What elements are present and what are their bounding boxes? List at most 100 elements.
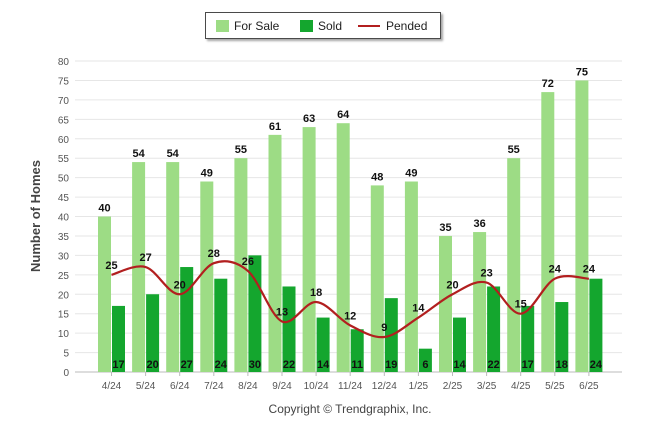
for-sale-bar: [370, 185, 384, 372]
y-tick-label: 0: [63, 368, 69, 379]
x-tick-label: 5/24: [136, 381, 156, 392]
for-sale-bar: [302, 127, 316, 373]
y-tick-label: 10: [58, 329, 70, 340]
sold-bar: [589, 278, 603, 372]
y-tick-label: 40: [58, 213, 70, 224]
y-tick-label: 70: [58, 96, 70, 107]
for-sale-value-label: 49: [201, 168, 213, 180]
legend-item-pended[interactable]: Pended: [358, 18, 438, 34]
for-sale-bar: [200, 181, 214, 372]
for-sale-value-label: 36: [473, 218, 485, 230]
for-sale-value-label: 55: [235, 144, 247, 156]
sold-bar: [487, 286, 501, 372]
sold-bar: [282, 286, 296, 372]
for-sale-bar: [473, 232, 487, 372]
x-tick-label: 2/25: [443, 381, 463, 392]
pended-value-label: 20: [174, 279, 186, 291]
sold-value-label: 27: [181, 359, 193, 371]
y-tick-label: 5: [63, 349, 69, 360]
legend-label-sold: Sold: [318, 19, 343, 33]
for-sale-value-label: 54: [132, 148, 145, 160]
pended-value-label: 13: [276, 306, 288, 318]
y-tick-label: 65: [58, 115, 70, 126]
sold-value-label: 30: [249, 359, 261, 371]
for-sale-bar: [439, 235, 452, 372]
sold-value-label: 24: [590, 359, 603, 371]
pended-value-label: 28: [208, 248, 220, 260]
for-sale-value-label: 54: [167, 148, 180, 160]
sold-value-label: 18: [556, 359, 568, 371]
for-sale-bar: [336, 123, 350, 372]
y-axis-ticks: 0 5 10 15 20 25 30 35 40 45 50 55 60 65 70 75 80: [58, 57, 70, 379]
x-tick-label: 1/25: [409, 381, 429, 392]
bars-layer: [98, 80, 603, 373]
x-tick-label: 11/24: [338, 381, 363, 392]
y-axis-title: Number of Homes: [28, 160, 43, 272]
x-tick-label: 10/24: [304, 381, 329, 392]
pended-value-label: 14: [412, 303, 425, 315]
sold-value-label: 17: [522, 359, 534, 371]
for-sale-bar: [507, 158, 521, 372]
y-tick-label: 80: [58, 57, 70, 68]
sold-bar: [214, 278, 228, 372]
for-sale-value-label: 75: [576, 66, 588, 78]
y-tick-label: 20: [58, 290, 70, 301]
pended-value-label: 27: [139, 252, 151, 264]
sold-swatch-icon: [300, 20, 313, 32]
sold-value-label: 11: [351, 359, 363, 371]
pended-line-layer: [111, 260, 589, 339]
y-tick-label: 25: [58, 271, 70, 282]
for-sale-value-label: 64: [337, 109, 350, 121]
for-sale-swatch-icon: [216, 20, 229, 32]
for-sale-bar: [268, 134, 282, 372]
x-tick-label: 9/24: [272, 381, 292, 392]
for-sale-value-label: 61: [269, 121, 281, 133]
sold-value-label: 14: [453, 359, 466, 371]
for-sale-bar: [575, 80, 589, 372]
legend-item-for-sale[interactable]: For Sale: [216, 18, 286, 34]
data-labels-layer: 40 17 25 54 20 27 54 27 20 49 24 28 55 30 26 61 22 13 63 14…: [98, 66, 603, 371]
sold-value-label: 22: [283, 359, 295, 371]
x-tick-label: 6/25: [579, 381, 599, 392]
for-sale-value-label: 72: [542, 78, 554, 90]
x-tick-label: 4/25: [511, 381, 531, 392]
sold-value-label: 22: [487, 359, 499, 371]
sold-value-label: 6: [422, 359, 428, 371]
pended-line: [111, 260, 589, 339]
for-sale-value-label: 49: [405, 168, 417, 180]
pended-value-label: 24: [549, 264, 562, 276]
legend-item-sold[interactable]: Sold: [300, 18, 355, 34]
x-tick-label: 6/24: [170, 381, 190, 392]
sold-value-label: 17: [112, 359, 124, 371]
legend-label-pended: Pended: [386, 19, 428, 33]
y-tick-label: 75: [58, 76, 70, 87]
for-sale-value-label: 40: [98, 203, 110, 215]
for-sale-bar: [98, 216, 111, 372]
for-sale-value-label: 48: [371, 171, 383, 183]
sold-value-label: 24: [215, 359, 228, 371]
sold-bar: [521, 305, 535, 372]
y-tick-label: 50: [58, 174, 70, 185]
x-tick-label: 3/25: [477, 381, 497, 392]
sold-value-label: 20: [146, 359, 158, 371]
sold-bar: [112, 305, 125, 372]
sold-bar: [418, 348, 432, 372]
for-sale-value-label: 35: [439, 222, 451, 234]
pended-value-label: 24: [583, 264, 596, 276]
pended-value-label: 18: [310, 287, 322, 299]
copyright-text: Copyright © Trendgraphix, Inc.: [268, 402, 432, 416]
x-tick-label: 8/24: [238, 381, 258, 392]
y-tick-label: 45: [58, 193, 70, 204]
sold-bar: [350, 329, 364, 372]
legend-label-for-sale: For Sale: [234, 19, 280, 33]
pended-value-label: 15: [515, 299, 527, 311]
pended-value-label: 25: [105, 260, 117, 272]
pended-value-label: 23: [480, 268, 492, 280]
for-sale-bar: [166, 162, 180, 372]
for-sale-bar: [541, 92, 555, 372]
y-tick-label: 60: [58, 135, 70, 146]
x-tick-label: 4/24: [102, 381, 122, 392]
for-sale-bar: [404, 181, 418, 372]
pended-value-label: 12: [344, 310, 356, 322]
